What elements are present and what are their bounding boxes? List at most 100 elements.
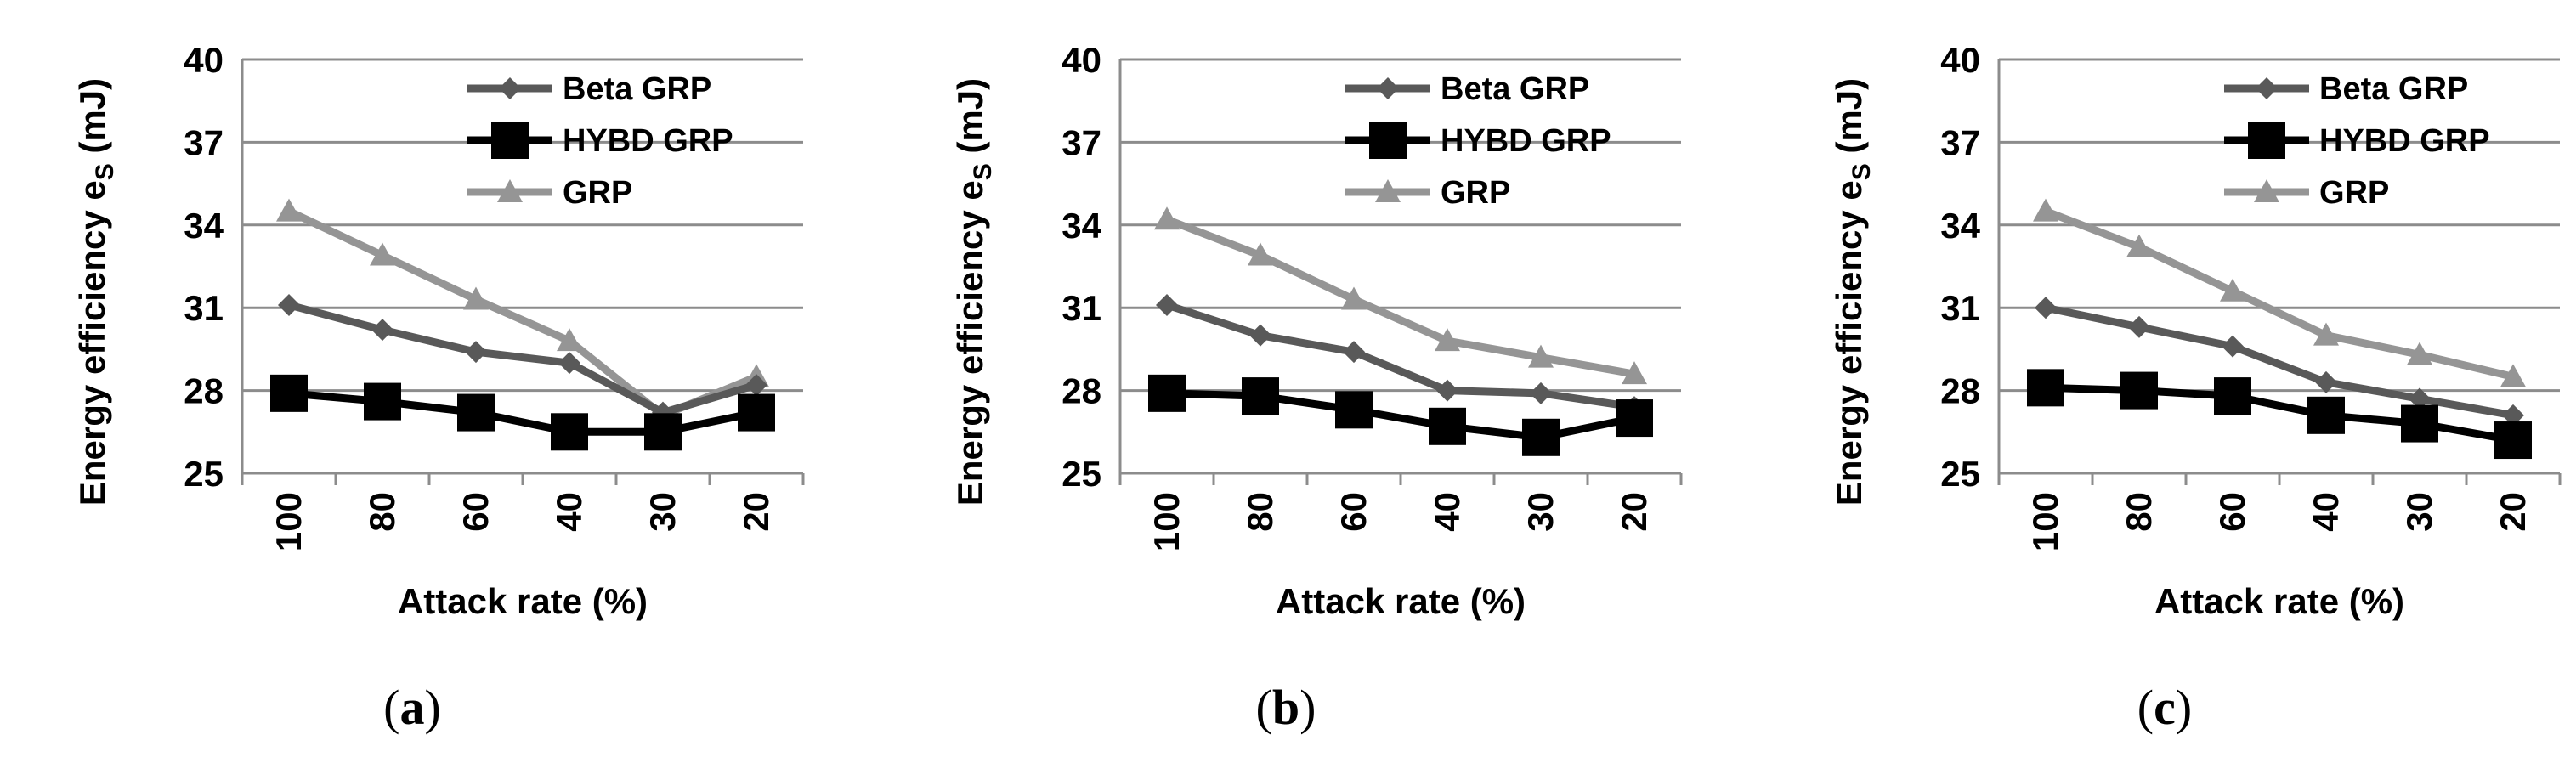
data-point-square	[2401, 404, 2438, 443]
y-axis-title-subscript: S	[91, 163, 119, 180]
panel-label-open: (	[2137, 680, 2154, 735]
data-point-triangle	[370, 242, 395, 266]
x-tick-label: 40	[549, 492, 589, 532]
y-tick-label: 34	[1062, 206, 1101, 246]
x-tick-label: 30	[1520, 492, 1560, 532]
y-tick-label: 25	[1062, 454, 1101, 494]
x-tick-label: 80	[362, 492, 402, 532]
data-point-square	[1429, 407, 1466, 445]
panel-label: (b)	[1256, 680, 1316, 735]
legend-label: GRP	[2319, 175, 2389, 211]
x-tick-label: 20	[1614, 492, 1654, 532]
y-axis-title-unit: (mJ)	[1829, 78, 1869, 163]
data-point-square	[1616, 399, 1653, 438]
x-tick-label: 80	[2119, 492, 2159, 532]
data-point-square	[364, 382, 401, 421]
x-tick-label: 60	[1333, 492, 1373, 532]
legend-label: HYBD GRP	[563, 123, 733, 159]
data-point-diamond	[1343, 341, 1365, 364]
data-point-triangle	[1341, 286, 1367, 310]
x-tick-label: 60	[2212, 492, 2252, 532]
data-point-square	[2027, 369, 2064, 407]
data-point-diamond	[499, 77, 521, 99]
data-point-triangle	[557, 328, 582, 352]
data-point-diamond	[2035, 297, 2057, 319]
y-tick-label: 25	[1940, 454, 1980, 494]
y-axis-title-main: Energy efficiency e	[1829, 180, 1869, 506]
legend-label: HYBD GRP	[2319, 123, 2490, 159]
data-point-square	[457, 393, 495, 432]
legend-label: Beta GRP	[2319, 71, 2468, 107]
x-axis-title: Attack rate (%)	[1276, 581, 1526, 621]
y-tick-label: 28	[1940, 371, 1980, 411]
data-point-square	[270, 374, 308, 412]
data-point-diamond	[2502, 404, 2524, 427]
panel-label-open: (	[383, 680, 399, 735]
data-point-diamond	[1530, 382, 1552, 404]
data-point-triangle	[1622, 361, 1647, 385]
data-point-square	[1242, 377, 1279, 415]
data-point-triangle	[1528, 344, 1554, 368]
data-point-diamond	[278, 293, 300, 316]
data-point-diamond	[745, 374, 767, 397]
data-point-triangle	[2407, 342, 2432, 365]
data-point-diamond	[1249, 324, 1271, 347]
x-tick-label: 30	[643, 492, 682, 532]
y-axis-title: Energy efficiency eS (mJ)	[72, 78, 119, 506]
data-point-diamond	[465, 341, 487, 364]
panel-label-letter: c	[2154, 680, 2176, 735]
data-point-square	[1522, 418, 1560, 456]
data-point-triangle	[1154, 206, 1180, 230]
series-line-beta-grp	[1165, 301, 1635, 411]
y-tick-label: 28	[1062, 371, 1101, 411]
panel-label: (a)	[383, 680, 441, 735]
data-point-triangle	[276, 198, 302, 222]
x-axis-title: Attack rate (%)	[398, 581, 648, 621]
data-point-triangle	[2254, 179, 2279, 202]
x-tick-label: 100	[1146, 492, 1186, 551]
data-point-diamond	[2315, 370, 2337, 393]
panel-label-close: )	[2176, 680, 2192, 735]
y-axis-title: Energy efficiency eS (mJ)	[950, 78, 997, 506]
y-axis-title-subscript: S	[1848, 163, 1876, 180]
y-tick-label: 25	[184, 454, 224, 494]
data-point-triangle	[2500, 364, 2526, 387]
series-line-beta-grp	[2045, 303, 2514, 420]
x-tick-label: 30	[2399, 492, 2439, 532]
legend-label: Beta GRP	[563, 71, 711, 107]
series-line-beta-grp	[287, 301, 758, 417]
x-tick-label: 40	[1427, 492, 1467, 532]
chart-panel-c: 25 28 31 34 37 40 100 80 60 40 30 20 Attack rate (%)…	[1829, 40, 2562, 735]
y-tick-label: 37	[184, 122, 224, 162]
data-point-diamond	[558, 352, 580, 375]
data-point-square	[491, 122, 529, 159]
y-tick-label: 34	[1940, 206, 1980, 246]
data-point-square	[2494, 421, 2532, 460]
legend-label: GRP	[563, 175, 632, 211]
data-point-diamond	[2409, 387, 2431, 410]
y-tick-label: 37	[1940, 122, 1980, 162]
x-tick-label: 20	[2493, 492, 2533, 532]
data-point-triangle	[1375, 179, 1401, 202]
data-point-square	[551, 413, 588, 451]
y-tick-label: 31	[1940, 288, 1980, 328]
data-point-triangle	[2126, 234, 2152, 257]
series-line-grp	[1165, 216, 1635, 378]
data-point-triangle	[2220, 278, 2245, 302]
data-point-diamond	[2256, 77, 2278, 99]
data-point-square	[2307, 396, 2345, 434]
series-line-grp	[287, 207, 758, 420]
y-axis-title-subscript: S	[969, 163, 997, 180]
panel-label-close: )	[425, 680, 441, 735]
data-point-square	[2120, 371, 2158, 410]
data-point-square	[644, 413, 682, 451]
panel-label: (c)	[2137, 680, 2192, 735]
y-axis-title-main: Energy efficiency e	[950, 180, 990, 506]
data-point-square	[2214, 377, 2251, 415]
data-point-diamond	[1377, 77, 1399, 99]
data-point-square	[1335, 391, 1373, 429]
y-axis-title-unit: (mJ)	[950, 78, 990, 163]
series-line-grp	[2044, 207, 2515, 381]
data-point-diamond	[1156, 293, 1178, 316]
